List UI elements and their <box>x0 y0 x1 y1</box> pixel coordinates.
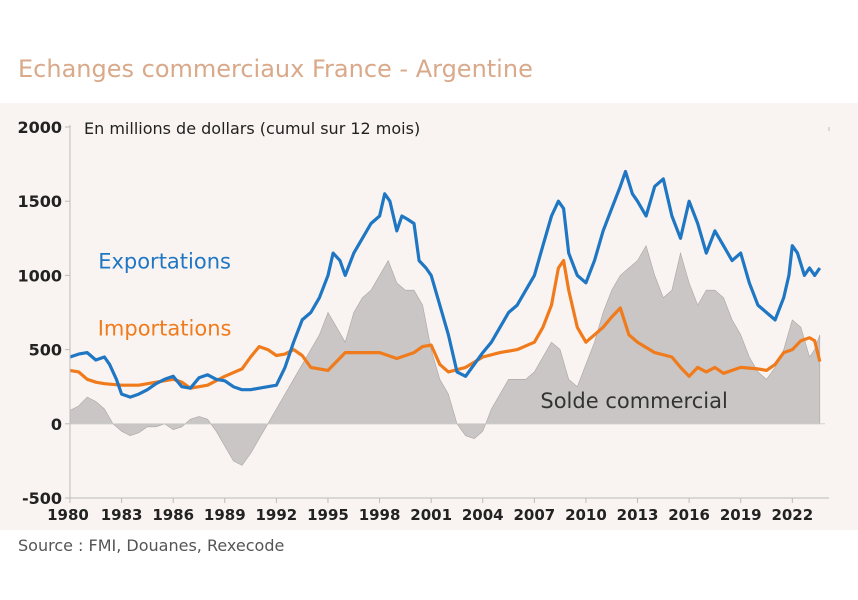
y-tick-label: 1000 <box>17 266 62 285</box>
imports-label: Importations <box>98 316 232 340</box>
y-tick-label: 500 <box>29 341 62 360</box>
y-tick-label: -500 <box>22 489 62 508</box>
x-tick-label: 1989 <box>204 506 246 524</box>
y-tick-label: 0 <box>51 415 62 434</box>
balance-area-group <box>69 244 821 466</box>
x-tick-label: 1995 <box>307 506 349 524</box>
x-tick-label: 2022 <box>771 506 813 524</box>
y-tick-label: 1500 <box>17 192 62 211</box>
chart: -500 0 500 1000 1500 2000 1980 1983 1986 1989 1992… <box>17 118 830 524</box>
exports-label: Exportations <box>98 250 231 274</box>
imports-line <box>69 259 822 390</box>
chart-subtitle: En millions de dollars (cumul sur 12 moi… <box>84 119 420 138</box>
series-lines-group <box>69 169 822 399</box>
x-tick-label: 2001 <box>410 506 452 524</box>
x-tick-label: 2016 <box>668 506 710 524</box>
x-tick-label: 1980 <box>47 506 89 524</box>
x-tick-label: 2004 <box>462 506 504 524</box>
y-tick-label: 2000 <box>17 118 62 137</box>
x-tick-label: 1983 <box>101 506 143 524</box>
source-note: Source : FMI, Douanes, Rexecode <box>18 536 285 555</box>
x-tick-label: 2013 <box>617 506 659 524</box>
chart-title: Echanges commerciaux France - Argentine <box>18 55 533 83</box>
x-tick-label: 1986 <box>152 506 194 524</box>
x-tick-label: 2019 <box>720 506 762 524</box>
x-tick-label: 2010 <box>565 506 607 524</box>
x-tick-label: 1998 <box>359 506 401 524</box>
x-tick-label: 2007 <box>513 506 555 524</box>
exports-line <box>69 169 822 399</box>
axes-group: -500 0 500 1000 1500 2000 1980 1983 1986 1989 1992… <box>17 118 830 524</box>
balance-area <box>69 244 821 466</box>
labels-group: Exportations Importations Solde commercial <box>98 250 728 413</box>
x-tick-label: 1992 <box>256 506 298 524</box>
balance-label: Solde commercial <box>540 389 727 413</box>
